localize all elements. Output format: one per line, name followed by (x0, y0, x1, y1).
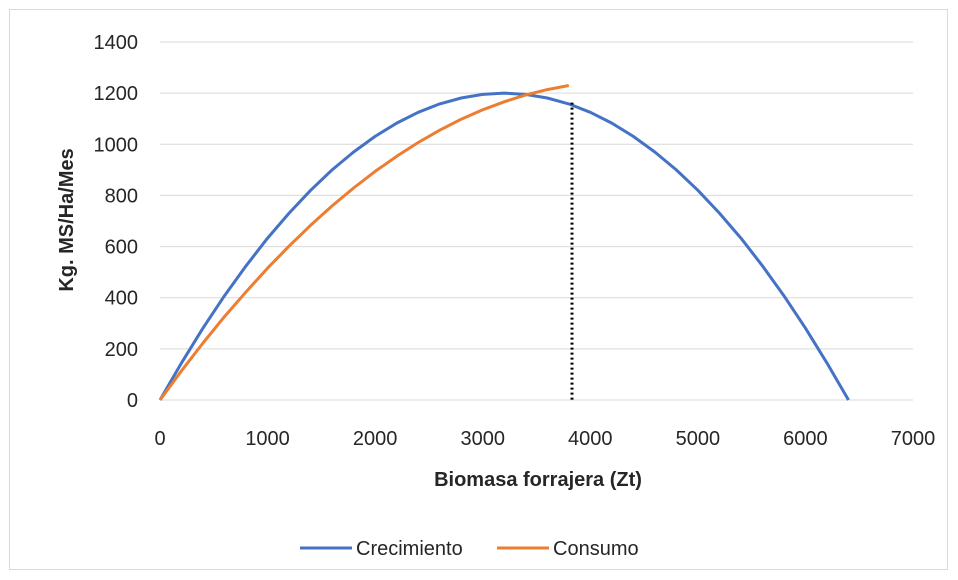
y-axis-ticks: 0 200 400 600 800 1000 1200 1400 (94, 32, 139, 412)
y-tick-label: 600 (105, 237, 138, 259)
series-line-consumo (158, 84, 570, 401)
y-tick-label: 800 (105, 185, 138, 207)
x-tick-label: 6000 (783, 428, 828, 450)
y-axis-title: Kg. MS/Ha/Mes (56, 148, 78, 291)
y-tick-label: 1200 (94, 83, 139, 105)
x-axis-ticks: 0 1000 2000 3000 4000 5000 6000 7000 (154, 428, 935, 450)
x-tick-label: 3000 (460, 428, 505, 450)
y-tick-label: 1400 (94, 32, 139, 54)
legend: Crecimiento Consumo (300, 538, 639, 560)
chart-area (9, 9, 948, 570)
x-tick-label: 4000 (568, 428, 613, 450)
series-line-crecimiento (158, 91, 850, 401)
legend-label: Consumo (553, 538, 639, 560)
y-tick-label: 400 (105, 288, 138, 310)
x-tick-label: 0 (154, 428, 165, 450)
y-tick-label: 200 (105, 339, 138, 361)
y-tick-label: 0 (127, 390, 138, 412)
x-tick-label: 2000 (353, 428, 398, 450)
gridlines (160, 41, 913, 401)
y-tick-label: 1000 (94, 134, 139, 156)
x-tick-label: 7000 (891, 428, 936, 450)
series-lines (158, 84, 850, 401)
x-axis-title: Biomasa forrajera (Zt) (434, 469, 642, 491)
x-tick-label: 5000 (676, 428, 721, 450)
x-tick-label: 1000 (245, 428, 290, 450)
legend-label: Crecimiento (356, 538, 463, 560)
